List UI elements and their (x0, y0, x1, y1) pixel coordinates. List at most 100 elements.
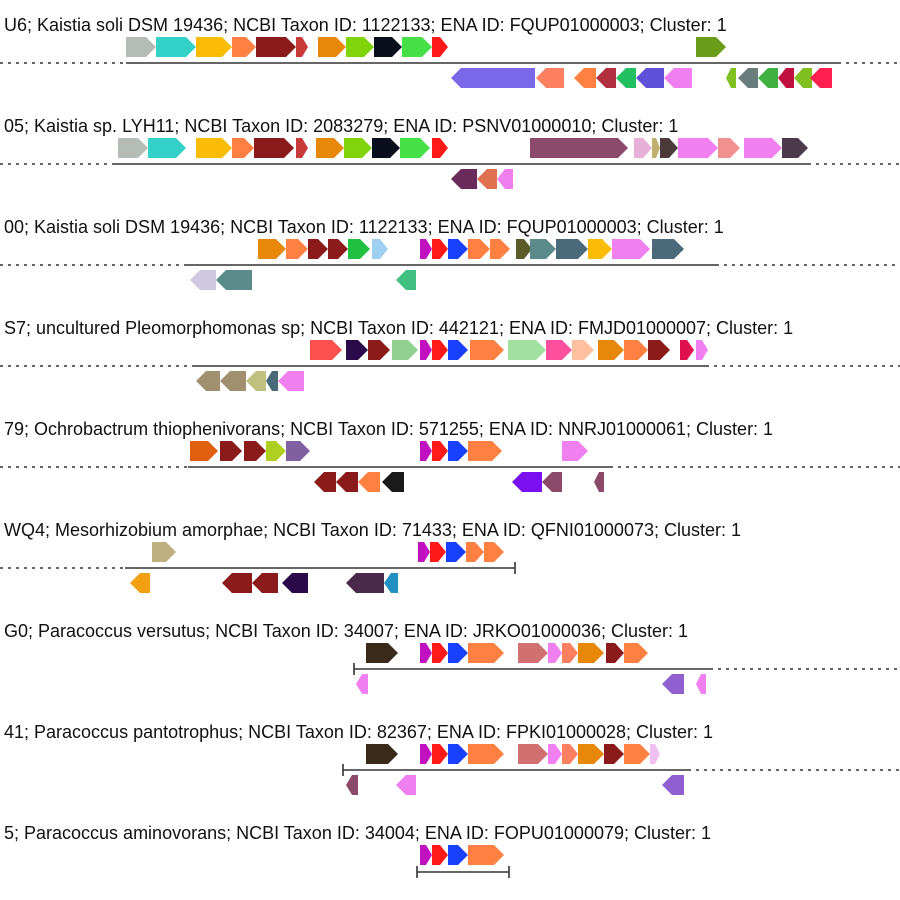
gene-arrow[interactable] (530, 138, 628, 158)
gene-arrow[interactable] (680, 340, 694, 360)
gene-arrow[interactable] (448, 643, 468, 663)
gene-arrow[interactable] (316, 138, 344, 158)
gene-arrow[interactable] (244, 441, 266, 461)
gene-arrow[interactable] (606, 643, 624, 663)
gene-arrow[interactable] (400, 138, 430, 158)
gene-arrow[interactable] (382, 472, 404, 492)
gene-arrow[interactable] (738, 68, 758, 88)
gene-arrow[interactable] (346, 775, 358, 795)
gene-arrow[interactable] (384, 573, 398, 593)
gene-arrow[interactable] (451, 68, 535, 88)
gene-arrow[interactable] (468, 744, 504, 764)
gene-arrow[interactable] (660, 138, 678, 158)
gene-arrow[interactable] (328, 239, 348, 259)
gene-arrow[interactable] (636, 68, 664, 88)
gene-arrow[interactable] (466, 542, 484, 562)
gene-arrow[interactable] (794, 68, 812, 88)
gene-arrow[interactable] (126, 37, 156, 57)
gene-arrow[interactable] (432, 239, 448, 259)
gene-arrow[interactable] (346, 573, 384, 593)
gene-arrow[interactable] (396, 270, 416, 290)
gene-arrow[interactable] (420, 441, 432, 461)
gene-arrow[interactable] (420, 239, 432, 259)
gene-arrow[interactable] (448, 845, 468, 865)
gene-arrow[interactable] (652, 239, 684, 259)
gene-arrow[interactable] (368, 340, 390, 360)
gene-arrow[interactable] (286, 441, 310, 461)
gene-arrow[interactable] (512, 472, 542, 492)
gene-arrow[interactable] (296, 37, 308, 57)
gene-arrow[interactable] (624, 643, 648, 663)
gene-arrow[interactable] (196, 37, 232, 57)
gene-arrow[interactable] (366, 744, 398, 764)
gene-arrow[interactable] (468, 441, 502, 461)
gene-arrow[interactable] (588, 239, 612, 259)
gene-arrow[interactable] (598, 340, 624, 360)
gene-arrow[interactable] (572, 340, 594, 360)
gene-arrow[interactable] (451, 169, 477, 189)
gene-arrow[interactable] (574, 68, 596, 88)
gene-arrow[interactable] (296, 138, 308, 158)
gene-arrow[interactable] (348, 239, 370, 259)
gene-arrow[interactable] (468, 643, 504, 663)
gene-arrow[interactable] (130, 573, 150, 593)
gene-arrow[interactable] (578, 744, 604, 764)
gene-arrow[interactable] (220, 441, 242, 461)
gene-arrow[interactable] (782, 138, 808, 158)
gene-arrow[interactable] (372, 239, 388, 259)
gene-arrow[interactable] (266, 371, 278, 391)
gene-arrow[interactable] (346, 340, 368, 360)
gene-arrow[interactable] (594, 472, 604, 492)
gene-arrow[interactable] (308, 239, 328, 259)
gene-arrow[interactable] (616, 68, 636, 88)
gene-arrow[interactable] (418, 542, 430, 562)
gene-arrow[interactable] (372, 138, 400, 158)
gene-arrow[interactable] (562, 441, 588, 461)
gene-arrow[interactable] (358, 472, 380, 492)
gene-arrow[interactable] (662, 674, 684, 694)
gene-arrow[interactable] (477, 169, 497, 189)
gene-arrow[interactable] (578, 643, 604, 663)
gene-arrow[interactable] (396, 775, 416, 795)
gene-arrow[interactable] (432, 441, 448, 461)
gene-arrow[interactable] (758, 68, 778, 88)
gene-arrow[interactable] (652, 138, 660, 158)
gene-arrow[interactable] (432, 37, 448, 57)
gene-arrow[interactable] (190, 441, 218, 461)
gene-arrow[interactable] (696, 37, 726, 57)
gene-arrow[interactable] (696, 340, 708, 360)
gene-arrow[interactable] (314, 472, 336, 492)
gene-arrow[interactable] (266, 441, 286, 461)
gene-arrow[interactable] (604, 744, 624, 764)
gene-arrow[interactable] (392, 340, 418, 360)
gene-arrow[interactable] (778, 68, 794, 88)
gene-arrow[interactable] (648, 340, 670, 360)
gene-arrow[interactable] (336, 472, 358, 492)
gene-arrow[interactable] (254, 138, 294, 158)
gene-arrow[interactable] (470, 340, 504, 360)
gene-arrow[interactable] (468, 239, 490, 259)
gene-arrow[interactable] (624, 340, 648, 360)
gene-arrow[interactable] (548, 744, 562, 764)
gene-arrow[interactable] (402, 37, 432, 57)
gene-arrow[interactable] (420, 643, 432, 663)
gene-arrow[interactable] (556, 239, 588, 259)
gene-arrow[interactable] (664, 68, 692, 88)
gene-arrow[interactable] (432, 845, 448, 865)
gene-arrow[interactable] (420, 845, 432, 865)
gene-arrow[interactable] (432, 138, 448, 158)
gene-arrow[interactable] (220, 371, 246, 391)
gene-arrow[interactable] (448, 239, 468, 259)
gene-arrow[interactable] (190, 270, 216, 290)
gene-arrow[interactable] (148, 138, 186, 158)
gene-arrow[interactable] (662, 775, 684, 795)
gene-arrow[interactable] (256, 37, 296, 57)
gene-arrow[interactable] (726, 68, 736, 88)
gene-arrow[interactable] (346, 37, 374, 57)
gene-arrow[interactable] (484, 542, 504, 562)
gene-arrow[interactable] (318, 37, 346, 57)
gene-arrow[interactable] (518, 744, 548, 764)
gene-arrow[interactable] (678, 138, 718, 158)
gene-arrow[interactable] (222, 573, 252, 593)
gene-arrow[interactable] (548, 643, 562, 663)
